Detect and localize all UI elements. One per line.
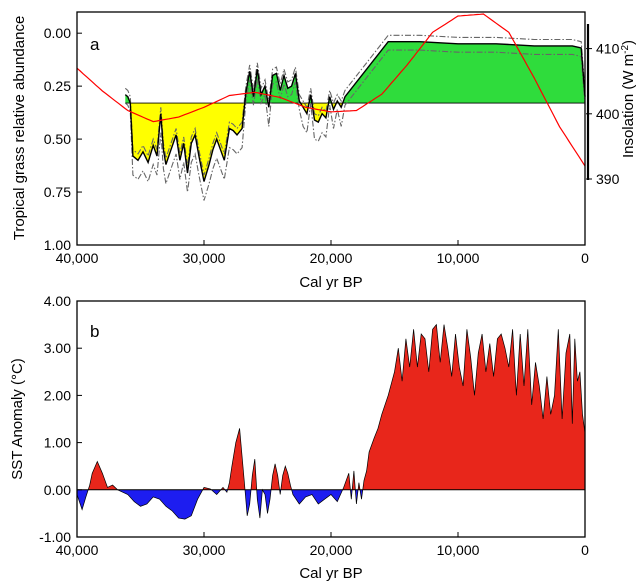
panel-b-xlabel: Cal yr BP bbox=[299, 565, 362, 582]
grass-abundance-line bbox=[124, 41, 586, 182]
sst-negative-fill bbox=[256, 489, 263, 519]
y-tick-label: -1.00 bbox=[39, 529, 71, 545]
panel-b: 40,000 30,000 20,000 10,000 0 -1.00 0.00 1.00 2… bbox=[9, 293, 589, 582]
y2-tick-label: 400 bbox=[596, 106, 620, 122]
panel-a-x-axis: 40,000 30,000 20,000 10,000 0 bbox=[56, 240, 589, 266]
y-tick-label: 0.00 bbox=[44, 25, 71, 41]
sst-positive-fill bbox=[271, 463, 280, 490]
x-tick-label: 30,000 bbox=[183, 250, 226, 266]
x-tick-label: 20,000 bbox=[310, 542, 353, 558]
y-tick-label: 4.00 bbox=[44, 293, 71, 309]
panel-a-y2-axis: 390 400 410 bbox=[586, 24, 620, 187]
x-tick-label: 10,000 bbox=[437, 250, 480, 266]
panel-b-letter: b bbox=[90, 322, 99, 341]
panel-b-x-axis: 40,000 30,000 20,000 10,000 0 bbox=[56, 532, 589, 558]
sst-negative-fill bbox=[245, 489, 251, 516]
y-tick-label: 0.75 bbox=[44, 184, 71, 200]
insolation-line bbox=[76, 13, 586, 167]
x-tick-label: 0 bbox=[581, 542, 589, 558]
y2-tick-label: 390 bbox=[596, 171, 620, 187]
panel-a-y-axis: 0.00 0.25 0.50 0.75 1.00 bbox=[44, 25, 82, 253]
sst-negative-fill bbox=[211, 489, 221, 495]
panel-a: 40,000 30,000 20,000 10,000 0 0.000.250.500.… bbox=[11, 11, 637, 291]
panel-a-xlabel: Cal yr BP bbox=[299, 274, 362, 291]
y-tick-label: 1.00 bbox=[44, 435, 71, 451]
sst-anomaly-line bbox=[76, 323, 586, 520]
grass-fill-above-baseline bbox=[342, 41, 585, 104]
sst-positive-fill bbox=[362, 324, 585, 490]
y-tick-label: 3.00 bbox=[44, 340, 71, 356]
sst-positive-fill bbox=[220, 487, 225, 490]
sst-positive-fill bbox=[352, 470, 356, 490]
grass-fill-above-baseline bbox=[269, 73, 301, 104]
y-tick-label: 0.50 bbox=[44, 131, 71, 147]
sst-positive-fill bbox=[251, 459, 257, 490]
panel-a-y2label-sup: -2 bbox=[620, 45, 631, 54]
envelope-lower bbox=[124, 49, 586, 201]
y-tick-label: 1.00 bbox=[44, 237, 71, 253]
x-tick-label: 30,000 bbox=[183, 542, 226, 558]
panel-a-y2label-end: ) bbox=[620, 40, 637, 45]
panel-a-y2label: Insolation (W m-2) bbox=[620, 40, 637, 158]
sst-negative-fill bbox=[77, 489, 89, 510]
panel-a-ylabel: Tropical grass relative abundance bbox=[11, 16, 28, 241]
sst-positive-fill bbox=[280, 466, 292, 490]
envelope-upper bbox=[124, 34, 586, 176]
x-tick-label: 40,000 bbox=[56, 542, 99, 558]
y-tick-label: 0.00 bbox=[44, 482, 71, 498]
y-tick-label: 0.25 bbox=[44, 78, 71, 94]
x-tick-label: 0 bbox=[581, 250, 589, 266]
sst-positive-fill bbox=[202, 487, 212, 490]
y2-tick-label: 410 bbox=[596, 41, 620, 57]
sst-negative-fill bbox=[262, 489, 272, 514]
x-tick-label: 10,000 bbox=[437, 542, 480, 558]
panel-a-y2label-main: Insolation (W m bbox=[620, 54, 637, 158]
panel-b-y-axis: -1.00 0.00 1.00 2.00 3.00 4.00 bbox=[39, 293, 82, 545]
sst-negative-fill bbox=[291, 489, 343, 504]
panel-b-plot-area bbox=[76, 323, 586, 520]
x-tick-label: 20,000 bbox=[310, 250, 353, 266]
y-tick-label: 2.00 bbox=[44, 387, 71, 403]
panel-a-plot-area bbox=[76, 13, 586, 201]
panel-a-letter: a bbox=[90, 35, 100, 54]
panel-b-ylabel: SST Anomaly (°C) bbox=[9, 358, 26, 480]
sst-negative-fill bbox=[117, 489, 203, 520]
x-tick-label: 40,000 bbox=[56, 250, 99, 266]
